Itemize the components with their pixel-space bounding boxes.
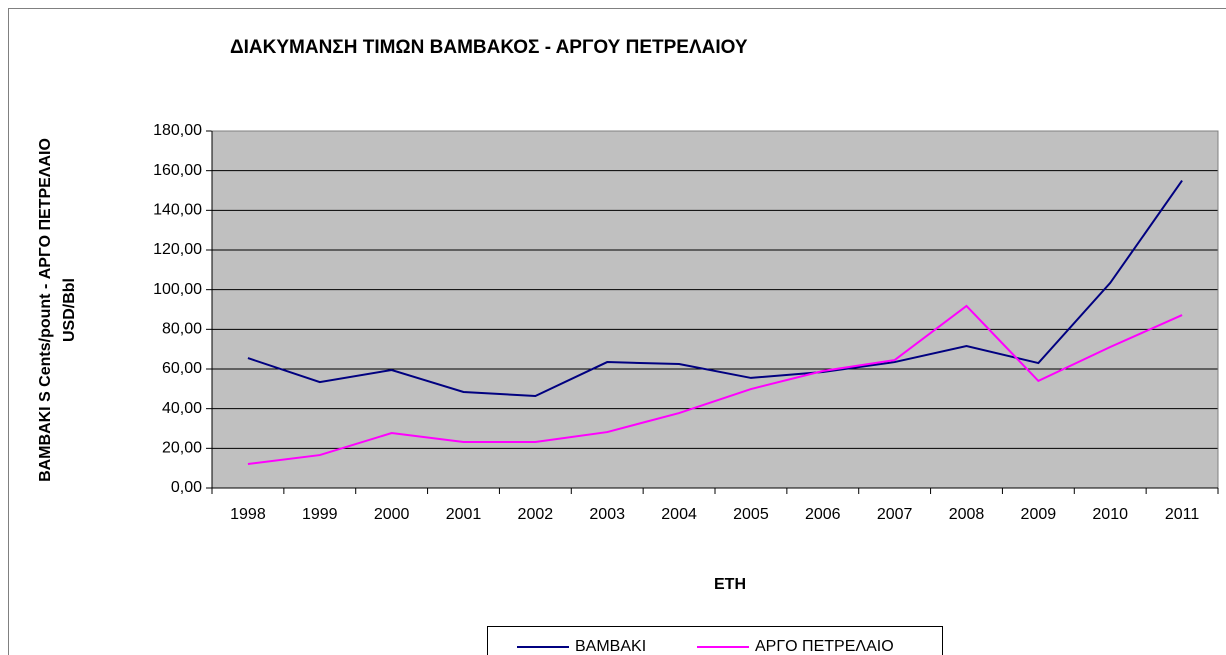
legend-box: [487, 626, 943, 655]
series-line: [247, 180, 1183, 397]
legend-label: ΑΡΓΟ ΠΕΤΡΕΛΑΙΟ: [755, 638, 894, 655]
x-tick-label: 1998: [230, 506, 266, 523]
x-axis-title: ΕΤΗ: [714, 576, 746, 593]
y-tick-label: 60,00: [162, 360, 202, 377]
x-tick-label: 2007: [877, 506, 913, 523]
y-tick-label: 140,00: [153, 202, 202, 219]
x-tick-label: 2010: [1092, 506, 1128, 523]
x-tick-label: 2002: [518, 506, 554, 523]
plot-area: [212, 131, 1218, 488]
x-tick-label: 2005: [733, 506, 769, 523]
x-tick-label: 2011: [1165, 506, 1200, 523]
x-tick-label: 2003: [589, 506, 625, 523]
x-tick-label: 2009: [1021, 506, 1057, 523]
x-tick-label: 2000: [374, 506, 410, 523]
y-tick-label: 40,00: [162, 400, 202, 417]
x-tick-label: 2004: [661, 506, 697, 523]
legend-label: ΒΑΜΒΑΚΙ: [575, 638, 646, 655]
x-tick-label: 2001: [446, 506, 482, 523]
x-tick-label: 2006: [805, 506, 841, 523]
y-tick-label: 80,00: [162, 321, 202, 338]
y-tick-label: 100,00: [153, 281, 202, 298]
y-axis-title: USD/Bbl: [61, 278, 78, 342]
y-tick-label: 160,00: [153, 162, 202, 179]
y-tick-label: 0,00: [171, 479, 202, 496]
x-tick-label: 2008: [949, 506, 985, 523]
y-tick-label: 20,00: [162, 440, 202, 457]
series-line: [247, 304, 1183, 465]
y-tick-label: 180,00: [153, 122, 202, 139]
chart-title: ΔΙΑΚΥΜΑΝΣΗ ΤΙΜΩΝ ΒΑΜΒΑΚΟΣ - ΑΡΓΟΥ ΠΕΤΡΕΛ…: [230, 37, 748, 58]
x-tick-label: 1999: [302, 506, 338, 523]
y-axis-title: ΒΑΜΒΑΚΙ S Cents/pount - ΑΡΓΟ ΠΕΤΡΕΛΑΙΟ: [37, 138, 54, 482]
y-tick-label: 120,00: [153, 241, 202, 258]
